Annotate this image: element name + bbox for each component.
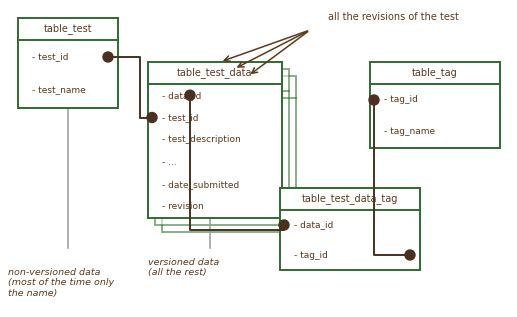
Circle shape [369,95,379,105]
Bar [155,69,289,225]
Text: - tag_name: - tag_name [384,127,435,137]
Circle shape [147,113,157,122]
Circle shape [279,220,289,230]
Text: - test_name: - test_name [32,87,86,95]
Text: table_tag: table_tag [412,68,458,78]
Text: versioned data
(all the rest): versioned data (all the rest) [148,258,219,277]
Bar [18,18,118,108]
Text: - data_id: - data_id [162,91,202,100]
Text: - data_id: - data_id [294,221,333,230]
Text: - date_submitted: - date_submitted [162,180,239,189]
Text: - test_id: - test_id [32,53,68,61]
Text: - tag_id: - tag_id [294,250,328,260]
Text: table_test_data: table_test_data [177,68,253,78]
Text: all the revisions of the test: all the revisions of the test [328,12,459,22]
Circle shape [103,52,113,62]
Circle shape [185,90,195,100]
Text: - ...: - ... [162,158,177,167]
Text: - tag_id: - tag_id [384,95,418,105]
Bar [162,76,296,232]
Bar [370,62,500,148]
Text: - test_id: - test_id [162,113,199,122]
Bar [280,188,420,270]
Text: table_test: table_test [44,23,93,35]
Text: non-versioned data
(most of the time only
the name): non-versioned data (most of the time onl… [8,268,114,298]
Text: table_test_data_tag: table_test_data_tag [302,194,398,204]
Text: - test_description: - test_description [162,135,241,144]
Bar [148,62,282,218]
Circle shape [405,250,415,260]
Text: - revision: - revision [162,202,204,211]
